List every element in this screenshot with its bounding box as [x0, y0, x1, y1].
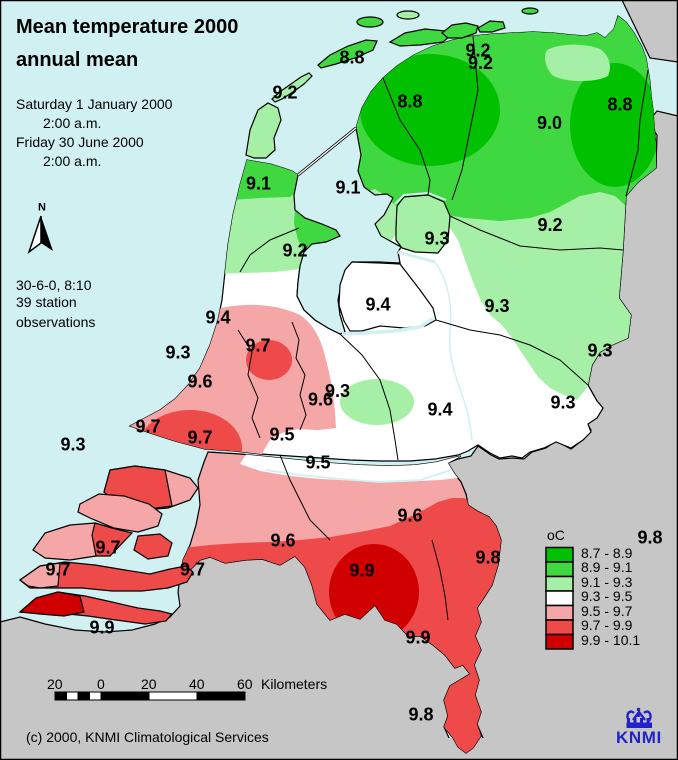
- svg-text:2:00 a.m.: 2:00 a.m.: [43, 115, 101, 131]
- svg-text:KNMI: KNMI: [616, 728, 662, 747]
- svg-text:9.3: 9.3: [425, 229, 450, 249]
- svg-text:9.6: 9.6: [188, 372, 213, 392]
- svg-text:40: 40: [189, 676, 205, 692]
- svg-text:annual mean: annual mean: [16, 49, 138, 71]
- svg-text:9.6: 9.6: [398, 506, 423, 526]
- svg-text:9.1: 9.1: [336, 178, 361, 198]
- svg-text:Saturday 1 January 2000: Saturday 1 January 2000: [16, 96, 173, 112]
- svg-text:20: 20: [141, 676, 157, 692]
- svg-text:9.7: 9.7: [188, 428, 213, 448]
- svg-text:9.6: 9.6: [308, 390, 333, 410]
- svg-text:39 station: 39 station: [16, 294, 77, 310]
- svg-text:9.3: 9.3: [588, 341, 613, 361]
- svg-text:9.8: 9.8: [476, 548, 501, 568]
- svg-text:9.7: 9.7: [180, 560, 205, 580]
- svg-text:9.6: 9.6: [271, 531, 296, 551]
- svg-text:Mean temperature 2000: Mean temperature 2000: [16, 16, 238, 38]
- svg-text:9.2: 9.2: [538, 215, 563, 235]
- svg-text:9.7: 9.7: [136, 417, 161, 437]
- svg-text:9.5: 9.5: [306, 453, 331, 473]
- svg-text:8.8: 8.8: [608, 95, 633, 115]
- svg-text:9.3 - 9.5: 9.3 - 9.5: [581, 588, 633, 604]
- svg-text:9.5: 9.5: [270, 425, 295, 445]
- svg-text:9.2: 9.2: [283, 241, 308, 261]
- svg-text:9.7: 9.7: [46, 560, 71, 580]
- svg-text:9.7 - 9.9: 9.7 - 9.9: [581, 617, 633, 633]
- svg-text:8.8: 8.8: [340, 48, 365, 68]
- svg-text:8.9 - 9.1: 8.9 - 9.1: [581, 559, 633, 575]
- svg-text:9.1 - 9.3: 9.1 - 9.3: [581, 574, 633, 590]
- svg-text:20: 20: [47, 676, 63, 692]
- svg-text:9.3: 9.3: [166, 343, 191, 363]
- svg-text:9.9: 9.9: [350, 561, 375, 581]
- svg-text:9.3: 9.3: [61, 435, 86, 455]
- svg-text:9.8: 9.8: [409, 705, 434, 725]
- svg-text:9.7: 9.7: [246, 336, 271, 356]
- svg-text:9.0: 9.0: [537, 113, 562, 133]
- svg-text:9.2: 9.2: [466, 41, 491, 61]
- svg-text:9.5 - 9.7: 9.5 - 9.7: [581, 603, 633, 619]
- svg-text:8.8: 8.8: [398, 92, 423, 112]
- svg-text:(c) 2000, KNMI Climatological: (c) 2000, KNMI Climatological Services: [26, 729, 269, 745]
- svg-text:9.9: 9.9: [90, 618, 115, 638]
- svg-text:9.4: 9.4: [206, 308, 231, 328]
- svg-text:N: N: [38, 202, 46, 214]
- svg-text:8.7 - 8.9: 8.7 - 8.9: [581, 545, 633, 561]
- svg-text:9.9: 9.9: [406, 628, 431, 648]
- svg-text:0: 0: [97, 676, 105, 692]
- svg-text:9.4: 9.4: [366, 295, 391, 315]
- svg-text:9.8: 9.8: [638, 528, 663, 548]
- svg-text:30-6-0, 8:10: 30-6-0, 8:10: [16, 277, 92, 293]
- svg-text:observations: observations: [16, 314, 95, 330]
- svg-text:9.4: 9.4: [428, 400, 453, 420]
- svg-text:9.7: 9.7: [96, 538, 121, 558]
- svg-text:60: 60: [237, 676, 253, 692]
- svg-text:Kilometers: Kilometers: [261, 676, 327, 692]
- svg-text:9.3: 9.3: [551, 393, 576, 413]
- svg-text:9.9 - 10.1: 9.9 - 10.1: [581, 632, 640, 648]
- svg-text:9.2: 9.2: [468, 53, 493, 73]
- svg-text:Friday 30 June 2000: Friday 30 June 2000: [16, 134, 144, 150]
- svg-text:9.3: 9.3: [485, 296, 510, 316]
- svg-text:oC: oC: [547, 527, 565, 543]
- svg-text:9.2: 9.2: [273, 83, 298, 103]
- svg-text:2:00 a.m.: 2:00 a.m.: [43, 153, 101, 169]
- svg-text:9.3: 9.3: [325, 381, 350, 401]
- svg-text:9.1: 9.1: [246, 174, 271, 194]
